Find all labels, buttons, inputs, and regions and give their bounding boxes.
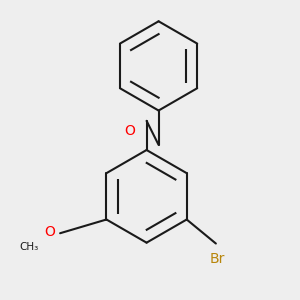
Text: Br: Br	[210, 252, 225, 266]
Text: O: O	[125, 124, 136, 138]
Text: CH₃: CH₃	[20, 242, 39, 252]
Text: O: O	[44, 224, 55, 239]
